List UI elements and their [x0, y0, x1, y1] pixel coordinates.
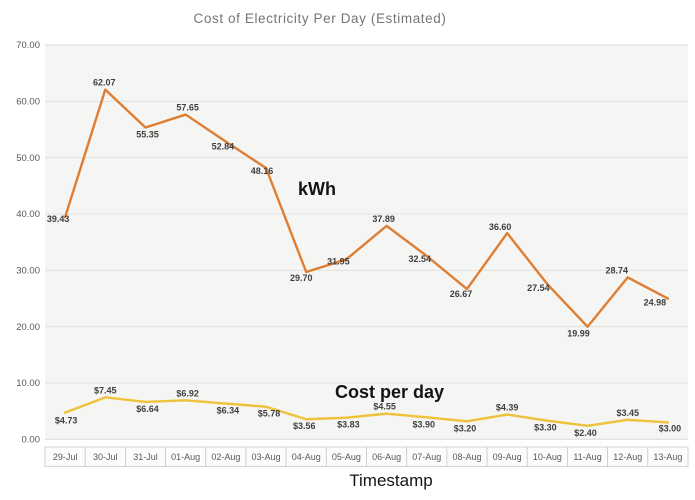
cost-series-annotation: Cost per day: [335, 382, 444, 402]
x-axis-label: 13-Aug: [653, 452, 682, 462]
x-axis-label: 03-Aug: [252, 452, 281, 462]
cost-per-day-data-label: $3.56: [293, 421, 316, 431]
cost-per-day-data-label: $4.73: [55, 416, 78, 426]
kwh-data-label: 37.89: [372, 214, 395, 224]
x-axis-label: 04-Aug: [292, 452, 321, 462]
x-axis-label: 06-Aug: [372, 452, 401, 462]
cost-per-day-data-label: $6.92: [176, 388, 199, 398]
cost-per-day-data-label: $3.45: [616, 408, 639, 418]
x-axis-label: 01-Aug: [171, 452, 200, 462]
x-axis-title: Timestamp: [349, 471, 432, 490]
kwh-data-label: 31.95: [327, 256, 350, 266]
cost-per-day-data-label: $4.39: [496, 403, 519, 413]
kwh-data-label: 39.43: [47, 214, 70, 224]
x-axis-label: 07-Aug: [412, 452, 441, 462]
y-axis-tick-label: 50.00: [16, 153, 40, 164]
cost-per-day-data-label: $6.64: [136, 404, 159, 414]
kwh-line: [63, 88, 670, 328]
kwh-data-label: 32.54: [409, 254, 432, 264]
x-axis-label: 12-Aug: [613, 452, 642, 462]
y-axis-tick-label: 0.00: [22, 435, 41, 446]
kwh-data-label: 36.60: [489, 222, 512, 232]
x-axis-label: 29-Jul: [53, 452, 78, 462]
cost-per-day-data-label: $3.90: [413, 419, 436, 429]
kwh-data-label: 27.54: [527, 283, 550, 293]
x-axis-label: 05-Aug: [332, 452, 361, 462]
x-axis-label: 11-Aug: [573, 452, 601, 462]
y-axis-tick-label: 20.00: [16, 322, 40, 333]
y-axis-tick-label: 10.00: [16, 378, 40, 389]
x-axis-label: 30-Jul: [93, 452, 118, 462]
cost-per-day-data-label: $3.00: [659, 423, 682, 433]
kwh-data-label: 52.84: [212, 142, 235, 152]
cost-per-day-data-label: $6.34: [217, 406, 240, 416]
x-axis-cell: [647, 446, 689, 467]
y-axis-tick-label: 70.00: [16, 40, 40, 51]
y-axis-tick-label: 40.00: [16, 209, 40, 220]
annotation-layer: kWh Cost per day: [298, 179, 444, 402]
kwh-data-label: 24.98: [644, 298, 667, 308]
plot-layer: 70.00 60.00 50.00 40.00 30.00 20.00 10.00 0.00 2…: [16, 40, 689, 467]
chart-title: Cost of Electricity Per Day (Estimated): [194, 11, 447, 26]
y-axis-tick-label: 30.00: [16, 266, 40, 277]
kwh-data-label: 57.65: [176, 103, 199, 113]
cost-per-day-data-label: $3.30: [534, 423, 557, 433]
x-axis-label: 10-Aug: [533, 452, 562, 462]
cost-per-day-data-label: $3.20: [454, 423, 477, 433]
x-axis-label: 09-Aug: [493, 452, 522, 462]
y-axis-tick-label: 60.00: [16, 97, 40, 108]
x-axis-label: 02-Aug: [211, 452, 240, 462]
cost-per-day-data-label: $4.55: [373, 402, 396, 412]
kwh-series-annotation: kWh: [298, 179, 336, 199]
kwh-data-label: 29.70: [290, 273, 313, 283]
kwh-data-label: 26.67: [450, 289, 473, 299]
kwh-data-label: 55.35: [136, 130, 159, 140]
cost-per-day-data-label: $5.78: [258, 409, 281, 419]
x-axis-label: 31-Jul: [133, 452, 158, 462]
cost-per-day-data-label: $2.40: [574, 428, 597, 438]
kwh-data-label: 28.74: [605, 265, 628, 275]
cost-per-day-data-label: $7.45: [94, 385, 117, 395]
cost-per-day-data-label: $3.83: [337, 420, 360, 430]
x-axis-label: 08-Aug: [452, 452, 481, 462]
cost-per-day-line: [63, 396, 670, 427]
kwh-data-label: 62.07: [93, 78, 116, 88]
kwh-data-label: 19.99: [567, 329, 590, 339]
kwh-data-label: 48.16: [251, 166, 274, 176]
